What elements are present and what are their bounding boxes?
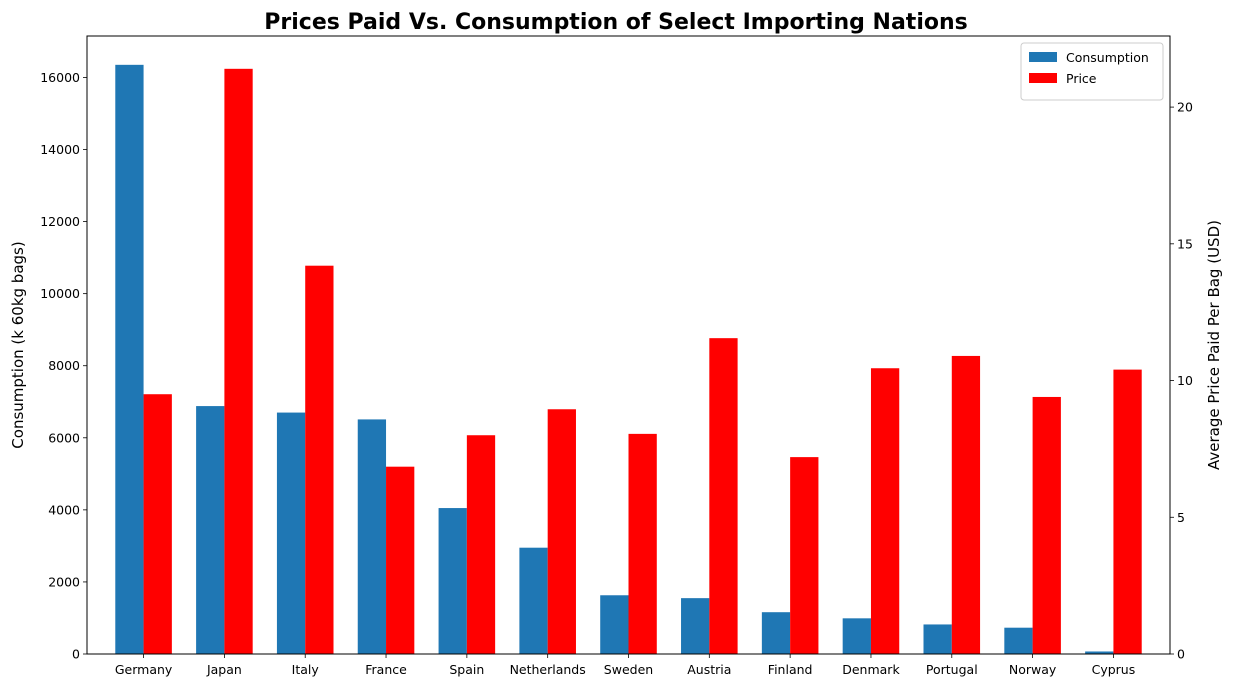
x-tick-label: Italy [292,662,320,677]
y-right-tick-label: 20 [1177,100,1193,115]
legend-swatch-price [1029,73,1057,83]
bar-consumption-germany [115,64,144,654]
bar-consumption-finland [761,612,791,654]
bar-price-spain [466,435,496,654]
x-tick-label: Cyprus [1092,662,1136,677]
bar-price-japan [224,68,253,655]
bar-consumption-spain [438,508,467,654]
bar-consumption-japan [196,406,225,654]
y-left-tick-label: 2000 [48,574,80,589]
y-left-tick-label: 4000 [48,502,80,517]
bar-consumption-italy [276,412,306,654]
y-right-tick-label: 5 [1177,510,1185,525]
y-left-tick-label: 10000 [40,286,80,301]
bar-price-italy [305,265,334,654]
y-left-tick-label: 0 [72,647,80,662]
y-left-tick-label: 12000 [40,214,80,229]
y-left-tick-label: 14000 [40,142,80,157]
y-axis-left-label: Consumption (k 60kg bags) [9,241,27,448]
bar-price-finland [790,457,819,654]
y-right-tick-label: 0 [1177,647,1185,662]
bar-price-norway [1032,396,1061,654]
bar-consumption-austria [681,598,710,654]
plot-frame [86,35,1171,655]
bar-consumption-norway [1004,627,1033,654]
bar-consumption-netherlands [519,547,548,654]
x-tick-label: Germany [115,662,173,677]
bars-layer [115,64,1142,655]
bar-consumption-denmark [842,618,871,654]
x-tick-label: Denmark [842,662,900,677]
y-left-tick-label: 8000 [48,358,80,373]
bar-consumption-sweden [600,595,629,654]
x-tick-label: Norway [1009,662,1057,677]
legend: Consumption Price [1020,42,1164,101]
bar-consumption-france [357,419,387,654]
x-tick-label: Austria [687,662,731,677]
bar-price-sweden [628,433,657,654]
x-tick-label: France [365,662,407,677]
legend-label-consumption: Consumption [1066,50,1149,65]
y-right-tick-label: 15 [1177,236,1193,251]
x-tick-label: Finland [768,662,813,677]
legend-label-price: Price [1066,71,1097,86]
x-tick-label: Japan [206,662,242,677]
y-axis-right-label: Average Price Paid Per Bag (USD) [1205,220,1223,470]
y-left-tick-label: 16000 [40,70,80,85]
bar-price-denmark [870,368,900,654]
axes-layer: Germany Japan Italy France Spain Netherlands S… [40,35,1193,677]
x-tick-label: Portugal [926,662,978,677]
bar-price-austria [709,338,738,654]
bar-price-portugal [951,355,981,654]
x-tick-label: Netherlands [510,662,586,677]
y-left-tick-label: 6000 [48,430,80,445]
bar-consumption-portugal [923,624,952,654]
legend-swatch-consumption [1029,52,1057,62]
bar-price-germany [143,394,172,654]
bar-consumption-cyprus [1085,651,1114,654]
y-right-tick-label: 10 [1177,373,1193,388]
bar-price-netherlands [547,409,576,654]
bar-price-cyprus [1113,369,1142,654]
x-tick-label: Sweden [604,662,653,677]
x-tick-label: Spain [449,662,484,677]
bar-price-france [386,466,415,654]
chart-title: Prices Paid Vs. Consumption of Select Im… [264,10,967,35]
